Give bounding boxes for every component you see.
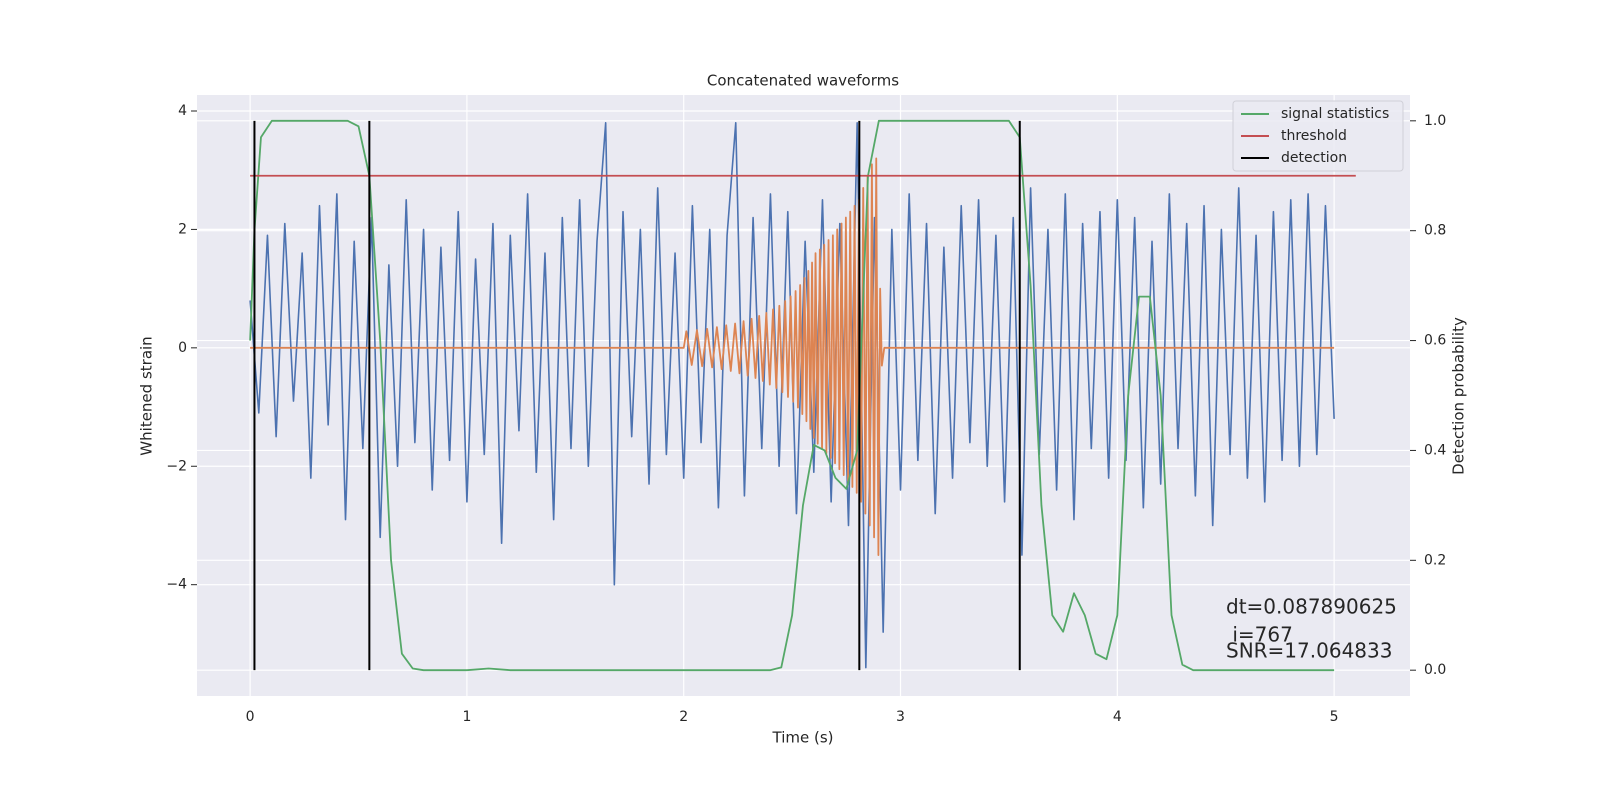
- legend-box: [1232, 100, 1404, 172]
- y2-tick-label: 1.0: [1424, 113, 1446, 129]
- y-axis-label: Whitened strain: [138, 336, 156, 455]
- legend-label: detection: [1281, 150, 1347, 166]
- x-tick-label: 3: [896, 709, 905, 725]
- chart-title: Concatenated waveforms: [707, 72, 899, 90]
- y-tick-label: −4: [166, 577, 187, 593]
- x-tick-label: 1: [462, 709, 471, 725]
- annotation: i=767: [1226, 623, 1293, 647]
- legend-label: signal statistics: [1281, 106, 1389, 122]
- x-tick-label: 5: [1330, 709, 1339, 725]
- y2-tick-label: 0.0: [1424, 662, 1446, 678]
- x-axis-label: Time (s): [772, 729, 834, 747]
- y-tick-label: 4: [178, 103, 187, 119]
- labels: 0 1 2 3 4 5 −4 −2 0 2 4 0.0 0.2 0.4 0.6 0.8 1.0 signal st…: [166, 100, 1446, 725]
- x-tick-label: 2: [679, 709, 688, 725]
- y2-tick-label: 0.4: [1424, 442, 1446, 458]
- series-line: [249, 119, 1335, 672]
- y2-axis-label: Detection probability: [1450, 317, 1468, 475]
- annotation: SNR=17.064833: [1226, 639, 1392, 663]
- y2-tick-label: 0.2: [1424, 552, 1446, 568]
- y-tick-label: 2: [178, 221, 187, 237]
- x-tick-label: 4: [1113, 709, 1122, 725]
- marks: [249, 119, 1356, 672]
- y2-tick-label: 0.8: [1424, 223, 1446, 239]
- y-tick-label: −2: [166, 458, 187, 474]
- y2-tick-label: 0.6: [1424, 333, 1446, 349]
- legend-label: threshold: [1281, 128, 1347, 144]
- series-line: [250, 157, 1335, 556]
- x-tick-label: 0: [246, 709, 255, 725]
- annotation: dt=0.087890625: [1226, 595, 1397, 619]
- y-tick-label: 0: [178, 340, 187, 356]
